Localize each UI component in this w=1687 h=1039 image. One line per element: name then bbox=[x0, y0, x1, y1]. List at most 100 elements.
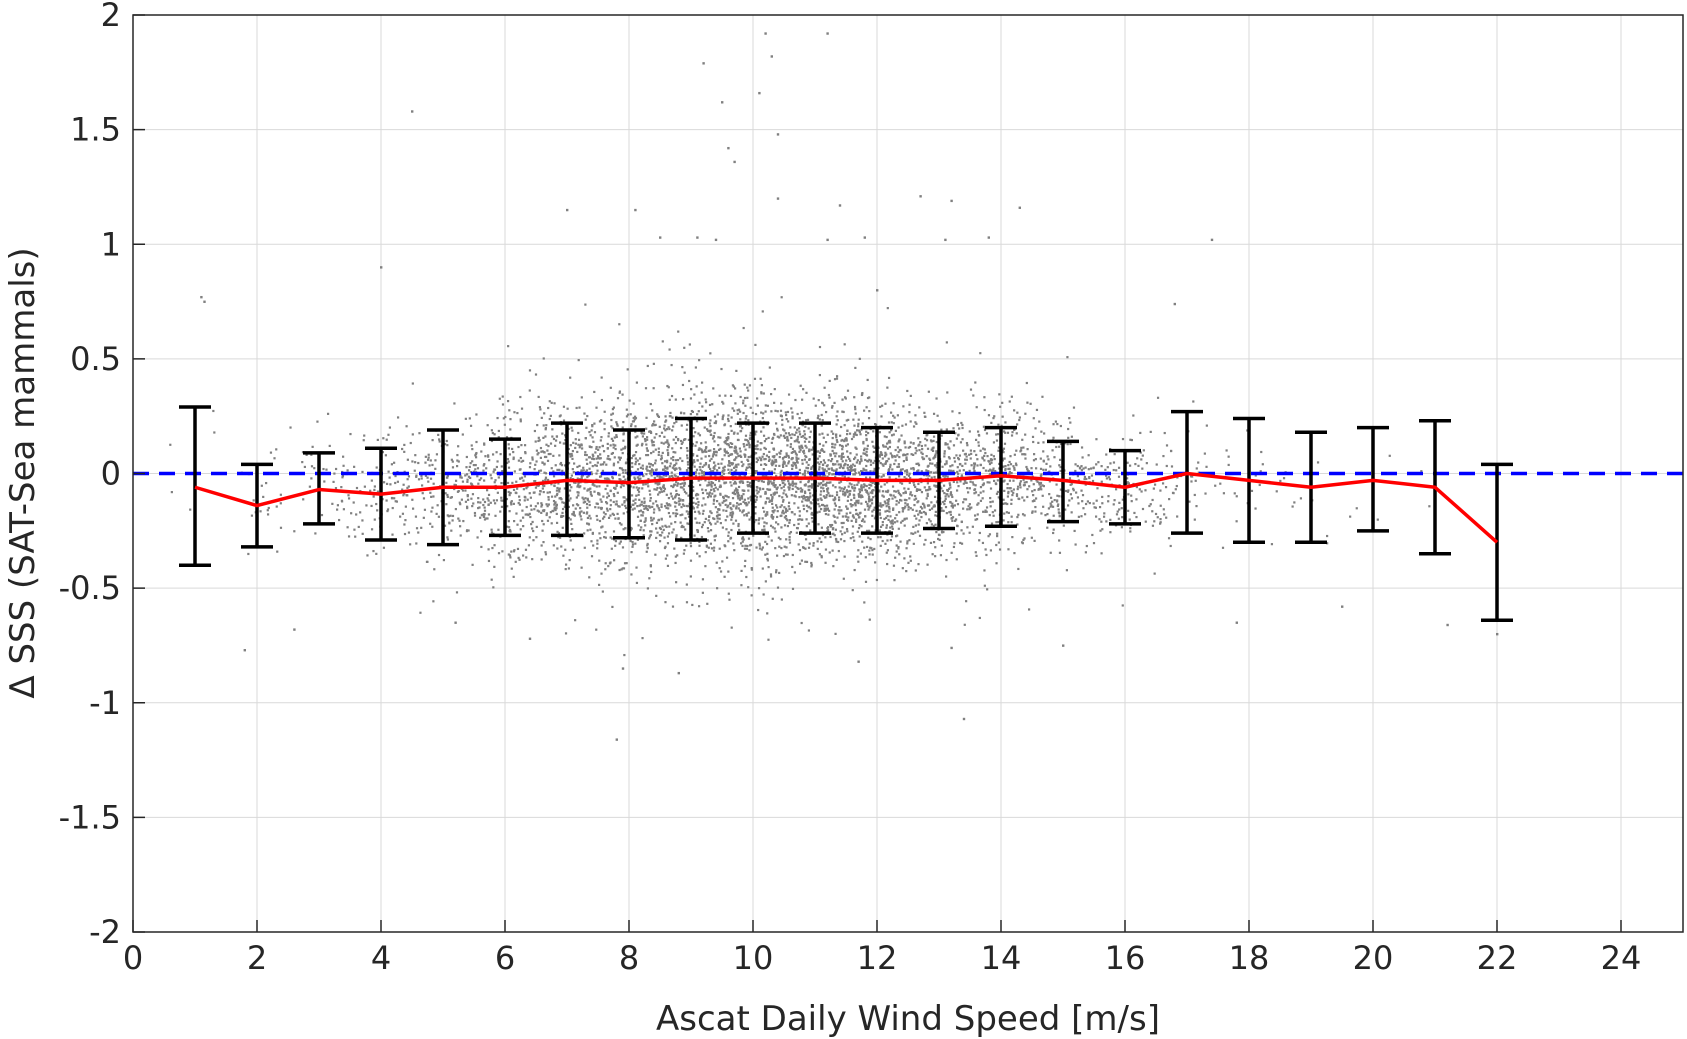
scatter-point bbox=[347, 535, 351, 538]
scatter-point bbox=[404, 519, 407, 522]
scatter-point bbox=[480, 545, 483, 549]
scatter-point bbox=[799, 384, 802, 387]
scatter-point bbox=[501, 395, 504, 398]
scatter-point bbox=[1136, 457, 1139, 460]
scatter-point bbox=[656, 531, 659, 534]
scatter-point bbox=[719, 485, 722, 488]
scatter-point bbox=[533, 468, 536, 471]
scatter-point bbox=[767, 480, 770, 483]
scatter-point bbox=[950, 551, 953, 554]
scatter-point bbox=[860, 485, 863, 488]
scatter-point bbox=[920, 451, 923, 454]
scatter-point bbox=[843, 439, 846, 443]
scatter-point bbox=[930, 501, 933, 504]
scatter-point bbox=[778, 494, 781, 498]
scatter-point bbox=[1084, 551, 1087, 554]
scatter-point bbox=[973, 469, 976, 473]
scatter-point bbox=[622, 512, 625, 515]
scatter-point bbox=[530, 523, 533, 526]
scatter-point bbox=[399, 515, 402, 518]
scatter-point bbox=[757, 522, 760, 525]
scatter-point bbox=[592, 483, 595, 486]
scatter-point bbox=[675, 508, 678, 512]
scatter-point bbox=[355, 486, 359, 490]
scatter-point bbox=[491, 431, 494, 435]
scatter-point bbox=[958, 454, 962, 457]
scatter-point bbox=[648, 465, 651, 468]
scatter-point bbox=[910, 453, 913, 456]
scatter-point bbox=[645, 550, 648, 553]
scatter-point bbox=[989, 500, 992, 504]
scatter-point bbox=[687, 419, 690, 422]
scatter-point bbox=[352, 501, 355, 504]
scatter-point bbox=[381, 451, 384, 454]
scatter-point bbox=[610, 413, 613, 416]
scatter-point bbox=[493, 544, 496, 547]
scatter-point bbox=[845, 527, 849, 531]
scatter-point bbox=[945, 575, 948, 578]
scatter-point bbox=[490, 429, 493, 432]
scatter-point bbox=[865, 484, 868, 488]
scatter-point bbox=[1064, 442, 1067, 445]
scatter-point bbox=[789, 443, 793, 446]
scatter-point bbox=[554, 444, 557, 447]
scatter-point bbox=[1048, 470, 1051, 473]
scatter-point bbox=[522, 479, 525, 482]
scatter-point bbox=[820, 481, 823, 485]
scatter-point bbox=[830, 467, 833, 470]
scatter-point bbox=[854, 456, 857, 459]
scatter-point bbox=[785, 452, 788, 455]
scatter-point bbox=[1008, 460, 1011, 464]
scatter-point bbox=[925, 454, 928, 458]
scatter-point bbox=[536, 423, 539, 427]
scatter-point bbox=[864, 458, 867, 462]
scatter-point bbox=[684, 528, 687, 531]
scatter-point bbox=[528, 466, 532, 469]
scatter-point bbox=[486, 497, 489, 500]
scatter-point bbox=[589, 445, 592, 449]
scatter-point bbox=[830, 430, 833, 433]
scatter-point bbox=[797, 441, 800, 444]
scatter-point bbox=[1225, 449, 1228, 452]
scatter-point bbox=[585, 458, 588, 461]
scatter-point bbox=[679, 498, 682, 501]
scatter-point bbox=[945, 341, 948, 344]
scatter-point bbox=[667, 451, 670, 455]
scatter-point bbox=[599, 537, 602, 540]
scatter-point bbox=[718, 567, 721, 570]
scatter-point bbox=[465, 473, 469, 476]
scatter-point bbox=[641, 487, 644, 490]
scatter-point bbox=[886, 307, 889, 310]
scatter-point bbox=[407, 475, 411, 478]
scatter-point bbox=[802, 434, 805, 438]
scatter-point bbox=[862, 442, 865, 445]
scatter-point bbox=[883, 500, 886, 503]
scatter-point bbox=[973, 514, 977, 517]
scatter-point bbox=[868, 498, 871, 501]
scatter-point bbox=[961, 426, 964, 430]
scatter-point bbox=[935, 484, 938, 488]
scatter-point bbox=[1098, 518, 1101, 521]
scatter-point bbox=[631, 545, 634, 548]
scatter-point bbox=[857, 516, 861, 519]
scatter-point bbox=[858, 430, 861, 434]
scatter-point bbox=[409, 543, 412, 546]
scatter-point bbox=[1105, 520, 1108, 523]
scatter-point bbox=[879, 405, 882, 408]
scatter-point bbox=[793, 571, 797, 574]
scatter-point bbox=[1069, 421, 1072, 424]
scatter-point bbox=[684, 517, 687, 520]
scatter-point bbox=[676, 484, 679, 487]
scatter-point bbox=[514, 491, 517, 494]
scatter-point bbox=[803, 430, 806, 433]
scatter-point bbox=[881, 539, 884, 543]
scatter-point bbox=[868, 396, 871, 399]
scatter-point bbox=[373, 518, 376, 521]
scatter-point bbox=[668, 503, 671, 506]
scatter-point bbox=[519, 418, 522, 421]
scatter-point bbox=[740, 584, 743, 587]
scatter-point bbox=[930, 448, 933, 451]
scatter-point bbox=[906, 540, 909, 543]
scatter-point bbox=[562, 419, 566, 422]
scatter-point bbox=[341, 474, 345, 477]
